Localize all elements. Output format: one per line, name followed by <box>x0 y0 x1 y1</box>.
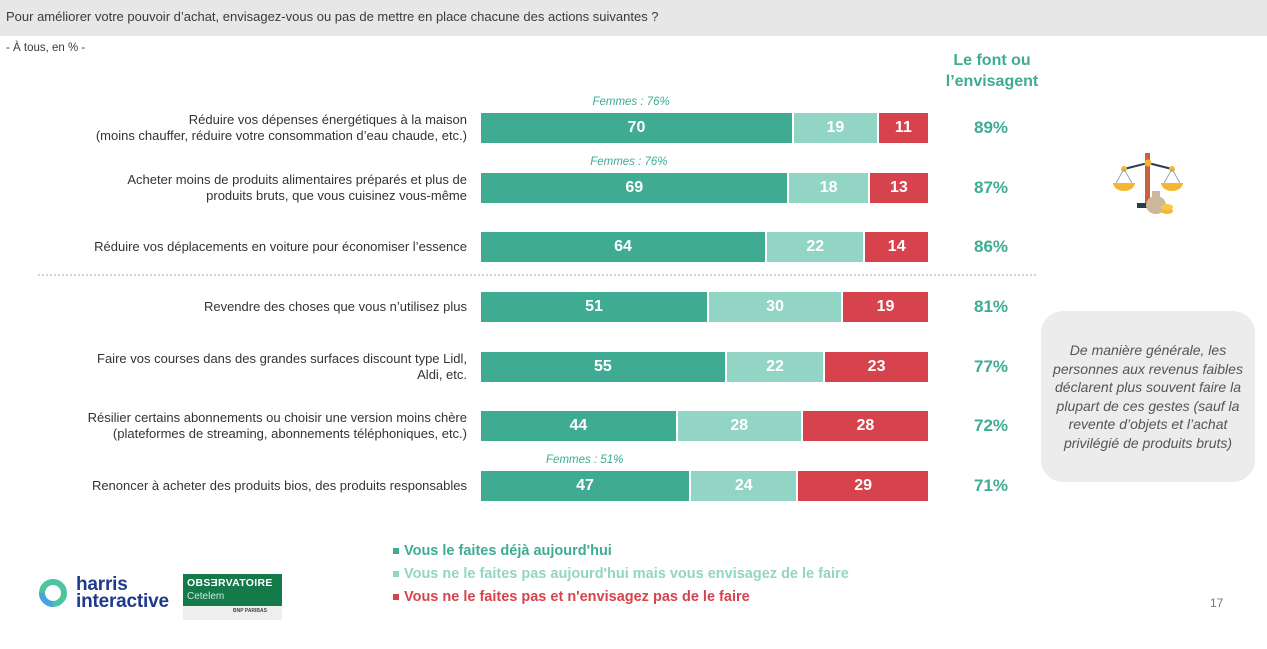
bar-segment-not: 19 <box>843 292 928 322</box>
total-value: 77% <box>973 357 1009 376</box>
totals-column-header: Le font ou l’envisagent <box>945 52 1039 90</box>
bar-segment-considering: 22 <box>726 352 826 382</box>
stacked-bar: 64 22 14 <box>481 232 928 262</box>
total-value: 86% <box>973 237 1009 256</box>
femmes-annotation: Femmes : 51% <box>546 454 624 466</box>
total-value: 87% <box>973 178 1009 197</box>
bar-segment-already: 70 <box>481 113 794 143</box>
bar-segment-not: 28 <box>802 411 928 441</box>
bar-segment-already: 51 <box>481 292 709 322</box>
bar-segment-not: 29 <box>798 471 928 501</box>
dotted-separator <box>38 274 1036 276</box>
insight-note-box: De manière générale, les personnes aux r… <box>1041 311 1255 482</box>
row-label: Acheter moins de produits alimentaires p… <box>127 172 467 203</box>
bar-segment-considering: 18 <box>789 173 870 203</box>
scale-of-justice-money-icon <box>1113 153 1183 214</box>
row-label: Renoncer à acheter des produits bios, de… <box>91 478 467 493</box>
bar-segment-considering: 30 <box>708 292 844 322</box>
question-header: Pour améliorer votre pouvoir d’achat, en… <box>0 0 1267 36</box>
harris-logo-line2: interactive <box>76 591 169 612</box>
bar-segment-not: 13 <box>869 173 928 203</box>
femmes-annotation: Femmes : 76% <box>592 96 670 108</box>
bar-segment-already: 55 <box>481 352 727 382</box>
bnp-paribas-mark: BNP PARIBAS <box>233 608 267 614</box>
bar-segment-considering: 24 <box>691 471 799 501</box>
bar-segment-already: 69 <box>481 173 790 203</box>
legend-swatch-considering <box>393 570 399 577</box>
bar-segment-already: 47 <box>481 471 692 501</box>
base-subtitle: - À tous, en % - <box>6 42 86 54</box>
obs-logo-title: OBSƎRVATOIRE <box>187 577 273 589</box>
observatoire-cetelem-logo: OBSƎRVATOIRE Cetelem BNP PARIBAS <box>183 574 282 620</box>
harris-interactive-logo: harris interactive <box>38 574 169 612</box>
bar-segment-considering: 22 <box>767 232 866 262</box>
stacked-bar: 69 18 13 <box>481 173 928 203</box>
total-value: 72% <box>973 416 1009 435</box>
stacked-bar: 47 24 29 <box>481 471 928 501</box>
stacked-bar: 51 30 19 <box>481 292 928 322</box>
stacked-bar: 70 19 11 <box>481 113 928 143</box>
row-label: Réduire vos déplacements en voiture pour… <box>94 239 467 254</box>
bar-segment-not: 11 <box>878 113 928 143</box>
total-value: 81% <box>973 297 1009 316</box>
legend-label: Vous le faites déjà aujourd'hui <box>404 542 612 559</box>
bar-segment-considering: 28 <box>677 411 803 441</box>
stacked-bar: 55 22 23 <box>481 352 928 382</box>
row-label: Revendre des choses que vous n’utilisez … <box>203 299 467 314</box>
legend-item-already: Vous le faites déjà aujourd'hui <box>393 539 849 562</box>
legend-item-considering: Vous ne le faites pas aujourd'hui mais v… <box>393 562 849 585</box>
row-label: Réduire vos dépenses énergétiques à la m… <box>95 112 467 143</box>
legend-item-not: Vous ne le faites pas et n'envisagez pas… <box>393 585 849 608</box>
bar-segment-already: 64 <box>481 232 768 262</box>
total-value: 71% <box>973 476 1009 495</box>
legend-swatch-already <box>393 547 399 554</box>
harris-ring-icon <box>39 579 67 607</box>
harris-logo-line1: harris <box>76 574 128 595</box>
stacked-bar: 44 28 28 <box>481 411 928 441</box>
legend-label: Vous ne le faites pas et n'envisagez pas… <box>404 588 750 605</box>
legend-swatch-not <box>393 593 399 600</box>
bar-segment-not: 23 <box>825 352 928 382</box>
total-value: 89% <box>973 118 1009 137</box>
page-number: 17 <box>1210 596 1224 610</box>
obs-logo-sub: Cetelem <box>187 591 225 602</box>
bar-segment-already: 44 <box>481 411 678 441</box>
bar-segment-considering: 19 <box>793 113 879 143</box>
chart-legend: Vous le faites déjà aujourd'hui Vous ne … <box>393 539 849 608</box>
femmes-annotation: Femmes : 76% <box>590 156 668 168</box>
insight-note-text: De manière générale, les personnes aux r… <box>1053 342 1243 451</box>
question-title: Pour améliorer votre pouvoir d’achat, en… <box>6 9 659 24</box>
bar-segment-not: 14 <box>865 232 928 262</box>
legend-label: Vous ne le faites pas aujourd'hui mais v… <box>404 565 849 582</box>
row-label: Faire vos courses dans des grandes surfa… <box>97 351 467 382</box>
row-label: Résilier certains abonnements ou choisir… <box>87 410 467 441</box>
